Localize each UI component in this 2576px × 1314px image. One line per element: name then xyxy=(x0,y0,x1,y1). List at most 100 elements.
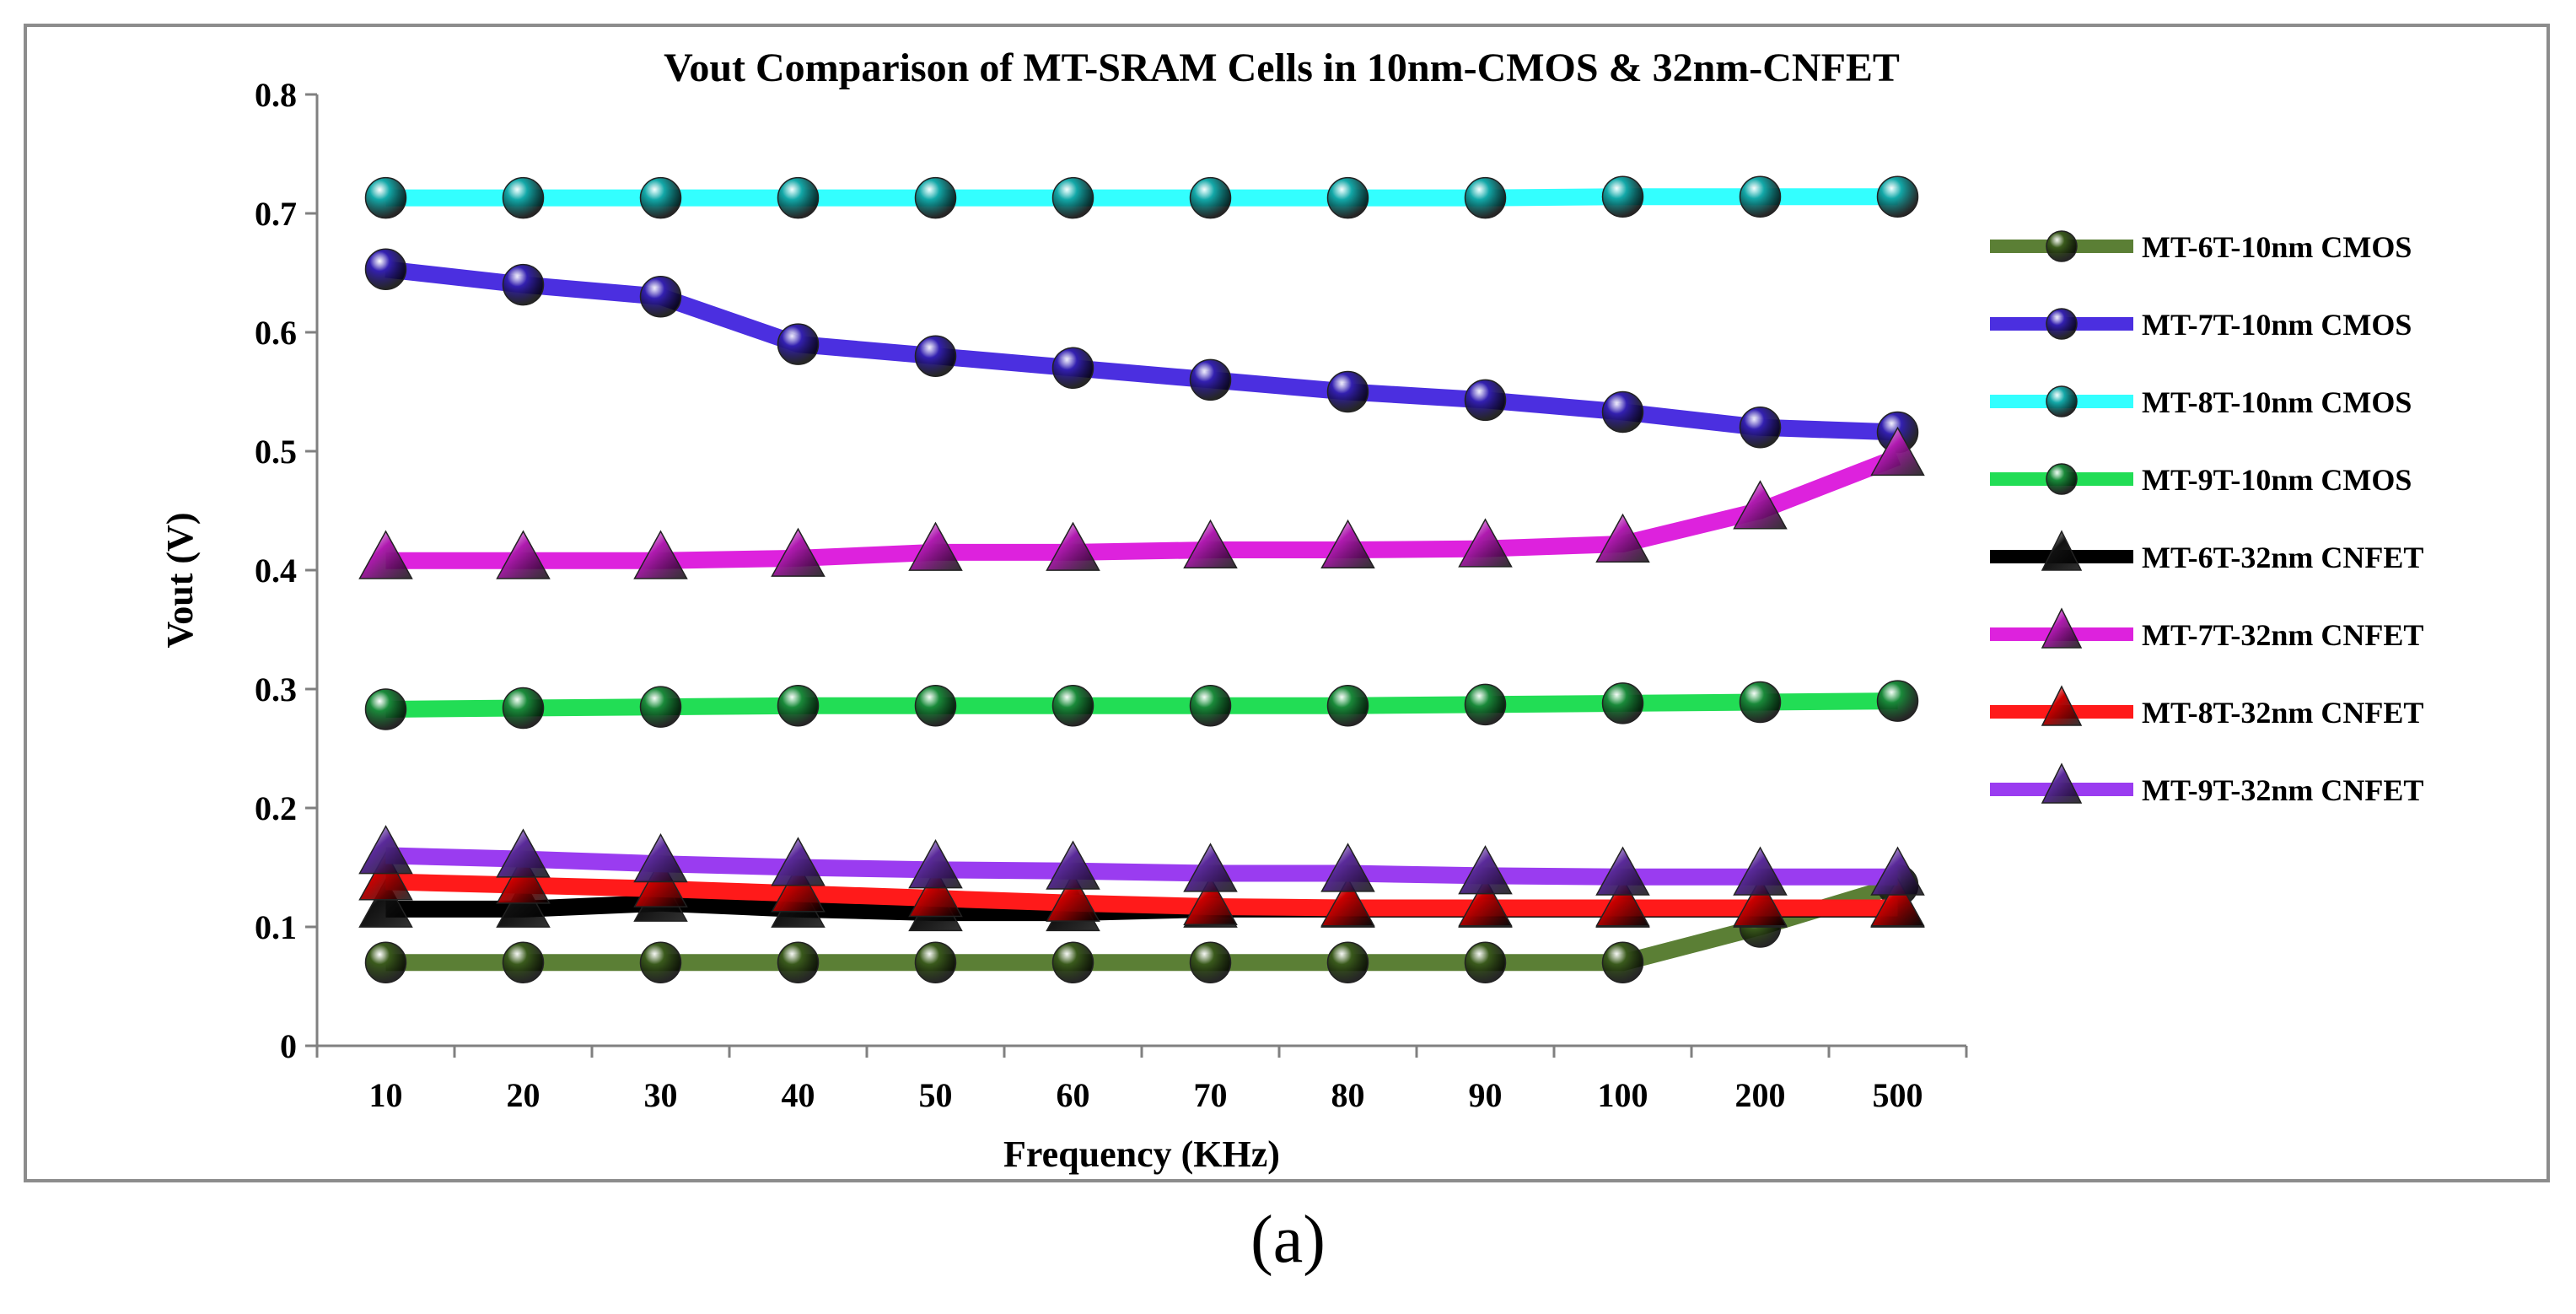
series-mt-9t-10nm-cmos xyxy=(364,680,1919,730)
legend-label: MT-9T-10nm CMOS xyxy=(2142,463,2412,497)
data-point xyxy=(1326,176,1369,219)
data-point xyxy=(496,530,551,579)
data-point xyxy=(1320,519,1375,569)
series-line xyxy=(385,261,1898,441)
series-line xyxy=(385,449,1901,569)
y-tick-label: 0.2 xyxy=(255,789,297,827)
legend-label: MT-6T-10nm CMOS xyxy=(2142,230,2412,264)
data-point xyxy=(914,176,957,219)
data-point xyxy=(1189,358,1232,401)
legend-label: MT-6T-32nm CNFET xyxy=(2142,541,2423,574)
legend-marker xyxy=(2046,463,2078,495)
data-point xyxy=(358,851,413,901)
legend-label: MT-8T-10nm CMOS xyxy=(2142,385,2412,419)
legend-marker xyxy=(2041,685,2083,726)
data-point xyxy=(1733,480,1788,530)
x-tick-label: 80 xyxy=(1331,1076,1365,1114)
y-tick-label: 0.7 xyxy=(255,195,297,233)
x-tick-label: 90 xyxy=(1469,1076,1503,1114)
data-point xyxy=(358,825,413,875)
legend-item: MT-7T-32nm CNFET xyxy=(1990,607,2423,652)
data-point xyxy=(1320,843,1375,892)
data-point xyxy=(1876,680,1919,722)
data-point xyxy=(364,941,407,984)
data-point xyxy=(1464,379,1507,422)
data-point xyxy=(502,176,545,219)
data-point xyxy=(358,878,413,928)
data-point xyxy=(1464,941,1507,984)
data-point xyxy=(1595,513,1650,563)
chart-frame xyxy=(24,24,2550,1182)
legend-marker xyxy=(2041,762,2083,804)
y-axis-label: Vout (V) xyxy=(159,513,201,649)
series-mt-9t-32nm-cnfet xyxy=(358,825,1925,896)
data-point xyxy=(1458,845,1513,895)
data-point xyxy=(1464,176,1507,219)
x-tick-label: 60 xyxy=(1057,1076,1090,1114)
data-point xyxy=(1046,840,1100,890)
legend-item: MT-9T-32nm CNFET xyxy=(1990,762,2423,807)
data-point xyxy=(1739,681,1782,724)
data-point xyxy=(914,335,957,377)
data-point xyxy=(1733,877,1788,927)
y-tick-label: 0.4 xyxy=(255,552,297,590)
data-point xyxy=(914,684,957,727)
legend-marker xyxy=(2046,230,2078,262)
x-tick-label: 200 xyxy=(1735,1076,1786,1114)
data-point xyxy=(633,833,688,883)
data-point xyxy=(1326,941,1369,984)
data-point xyxy=(777,941,820,984)
y-tick-label: 0.1 xyxy=(255,908,297,946)
series-layer xyxy=(358,175,1925,984)
series-line xyxy=(385,847,1898,886)
data-point xyxy=(1870,877,1925,927)
data-point xyxy=(1326,370,1369,413)
data-point xyxy=(1601,682,1644,724)
legend-item: MT-6T-10nm CMOS xyxy=(1990,230,2412,264)
data-point xyxy=(1595,846,1650,896)
series-line xyxy=(385,877,1901,972)
chart: Vout Comparison of MT-SRAM Cells in 10nm… xyxy=(159,46,2423,1175)
data-point xyxy=(1601,941,1644,984)
data-point xyxy=(1326,684,1369,727)
data-point xyxy=(771,837,826,886)
data-point xyxy=(1183,875,1238,926)
legend-label: MT-7T-32nm CNFET xyxy=(2142,618,2423,652)
legend-marker xyxy=(2041,530,2083,571)
data-point xyxy=(1189,176,1232,219)
legend-label: MT-9T-32nm CNFET xyxy=(2142,773,2423,807)
legend-label: MT-8T-32nm CNFET xyxy=(2142,696,2423,730)
legend-marker xyxy=(2046,308,2078,340)
series-mt-8t-10nm-cmos xyxy=(364,175,1919,219)
data-point xyxy=(908,867,963,918)
legend-marker xyxy=(2046,385,2078,417)
x-axis-label: Frequency (KHz) xyxy=(1003,1134,1280,1175)
legend: MT-6T-10nm CMOS MT-7T-10nm CMOS MT-8T-10nm… xyxy=(1990,230,2423,807)
legend-item: MT-7T-10nm CMOS xyxy=(1990,308,2412,342)
y-tick-label: 0.8 xyxy=(255,76,297,114)
legend-label: MT-7T-10nm CMOS xyxy=(2142,308,2412,342)
figure-caption: (a) xyxy=(1250,1203,1326,1277)
series-mt-7t-10nm-cmos xyxy=(364,248,1919,454)
legend-item: MT-6T-32nm CNFET xyxy=(1990,530,2423,574)
x-tick-label: 30 xyxy=(644,1076,678,1114)
data-point xyxy=(639,686,682,728)
data-point xyxy=(914,941,957,984)
data-point xyxy=(1458,877,1513,927)
data-point xyxy=(1464,683,1507,726)
data-point xyxy=(1870,846,1925,896)
data-point xyxy=(633,530,688,579)
data-point xyxy=(639,941,682,984)
data-point xyxy=(1320,877,1375,927)
x-tick-label: 100 xyxy=(1598,1076,1648,1114)
data-point xyxy=(502,941,545,984)
data-point xyxy=(1183,519,1238,569)
data-point xyxy=(1870,426,1925,477)
x-tick-label: 20 xyxy=(507,1076,540,1114)
data-point xyxy=(1051,176,1094,219)
data-point xyxy=(1051,941,1094,984)
data-point xyxy=(908,521,963,571)
data-point xyxy=(1739,407,1782,449)
data-point xyxy=(1046,521,1100,571)
x-tick-label: 10 xyxy=(369,1076,403,1114)
